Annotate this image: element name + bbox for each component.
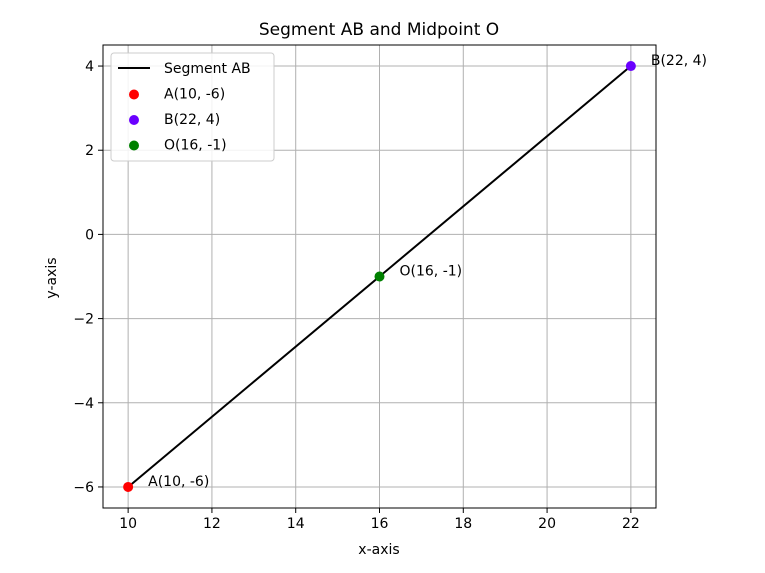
legend-entry-label: B(22, 4) — [164, 112, 220, 128]
y-axis-ticks: −6 −4 −2 0 2 4 — [73, 59, 103, 496]
legend-entry-label: A(10, -6) — [164, 87, 225, 103]
annotations: A(10, -6) B(22, 4) O(16, -1) — [148, 53, 707, 490]
legend: Segment AB A(10, -6) B(22, 4) O(16, -1) — [110, 52, 275, 162]
legend-box — [110, 52, 275, 162]
y-tick-label: 2 — [85, 143, 94, 159]
x-tick-label: 12 — [203, 516, 221, 532]
x-tick-label: 14 — [287, 516, 305, 532]
legend-entry-label: Segment AB — [164, 61, 251, 77]
y-tick-label: 0 — [85, 227, 94, 243]
x-axis-label: x-axis — [358, 542, 399, 558]
chart-title: Segment AB and Midpoint O — [259, 20, 499, 40]
point-annotation: O(16, -1) — [400, 264, 463, 280]
data-point — [625, 61, 636, 72]
x-tick-label: 10 — [119, 516, 137, 532]
data-point — [123, 481, 134, 492]
x-axis-ticks: 10 12 14 16 18 20 22 — [119, 508, 640, 532]
y-tick-label: −4 — [73, 396, 94, 412]
data-point — [374, 271, 385, 282]
series-points — [123, 61, 636, 492]
x-tick-label: 18 — [454, 516, 472, 532]
y-tick-label: −6 — [73, 480, 94, 496]
legend-point-swatch — [129, 115, 139, 125]
y-tick-label: 4 — [85, 59, 94, 75]
x-tick-label: 20 — [538, 516, 556, 532]
y-tick-label: −2 — [73, 312, 94, 328]
x-tick-label: 22 — [622, 516, 640, 532]
legend-point-swatch — [129, 140, 139, 151]
point-annotation: B(22, 4) — [651, 53, 707, 69]
point-annotation: A(10, -6) — [148, 474, 209, 490]
legend-point-swatch — [129, 89, 139, 100]
x-tick-label: 16 — [371, 516, 389, 532]
y-axis-label: y-axis — [44, 257, 60, 298]
legend-entry-label: O(16, -1) — [164, 138, 227, 154]
